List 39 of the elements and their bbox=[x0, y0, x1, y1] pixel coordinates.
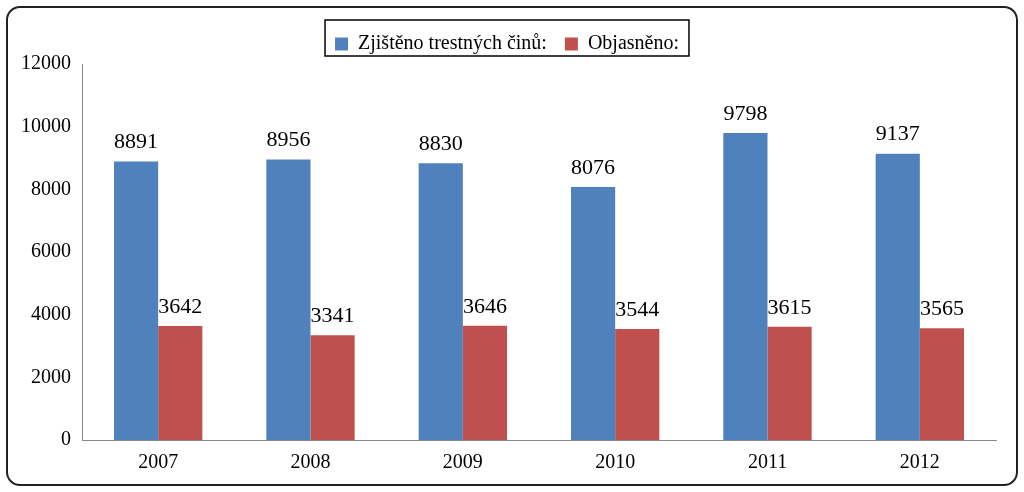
data-label: 8076 bbox=[571, 153, 616, 179]
y-tick-label: 8000 bbox=[31, 176, 71, 199]
y-tick-label: 6000 bbox=[31, 239, 71, 262]
x-tick-label: 2007 bbox=[138, 450, 179, 473]
y-tick-label: 10000 bbox=[21, 113, 71, 136]
bar bbox=[723, 133, 768, 440]
data-label: 3341 bbox=[310, 302, 355, 328]
data-label: 8830 bbox=[418, 130, 463, 156]
data-label: 8956 bbox=[266, 126, 311, 152]
y-tick-label: 0 bbox=[61, 427, 71, 450]
y-tick-label: 2000 bbox=[31, 364, 71, 387]
data-label: 9137 bbox=[875, 120, 920, 146]
bar bbox=[158, 325, 203, 440]
bar bbox=[767, 326, 812, 440]
x-tick-label: 2012 bbox=[899, 450, 940, 473]
bar bbox=[462, 325, 508, 440]
data-label: 3544 bbox=[615, 295, 660, 321]
data-label: 3615 bbox=[767, 293, 812, 319]
data-label: 3646 bbox=[462, 292, 507, 318]
y-tick-label: 12000 bbox=[21, 51, 71, 74]
data-label: 8891 bbox=[114, 128, 159, 154]
bar bbox=[266, 159, 311, 440]
x-tick-label: 2011 bbox=[747, 450, 788, 473]
data-label: 9798 bbox=[723, 99, 768, 125]
data-label: 3565 bbox=[919, 295, 964, 321]
bar bbox=[875, 153, 920, 440]
data-label: 3642 bbox=[158, 292, 203, 318]
x-tick-label: 2009 bbox=[442, 450, 483, 473]
x-tick-label: 2010 bbox=[595, 450, 636, 473]
bar bbox=[310, 335, 355, 440]
bar bbox=[113, 161, 159, 440]
y-tick-label: 4000 bbox=[31, 301, 71, 324]
bar bbox=[570, 186, 616, 440]
x-tick-label: 2008 bbox=[290, 450, 331, 473]
bar bbox=[418, 163, 463, 440]
bar bbox=[919, 328, 965, 440]
legend-label: Zjištěno trestných činů: bbox=[358, 31, 547, 55]
bar bbox=[615, 328, 660, 440]
legend-label: Objasněno: bbox=[587, 31, 679, 55]
